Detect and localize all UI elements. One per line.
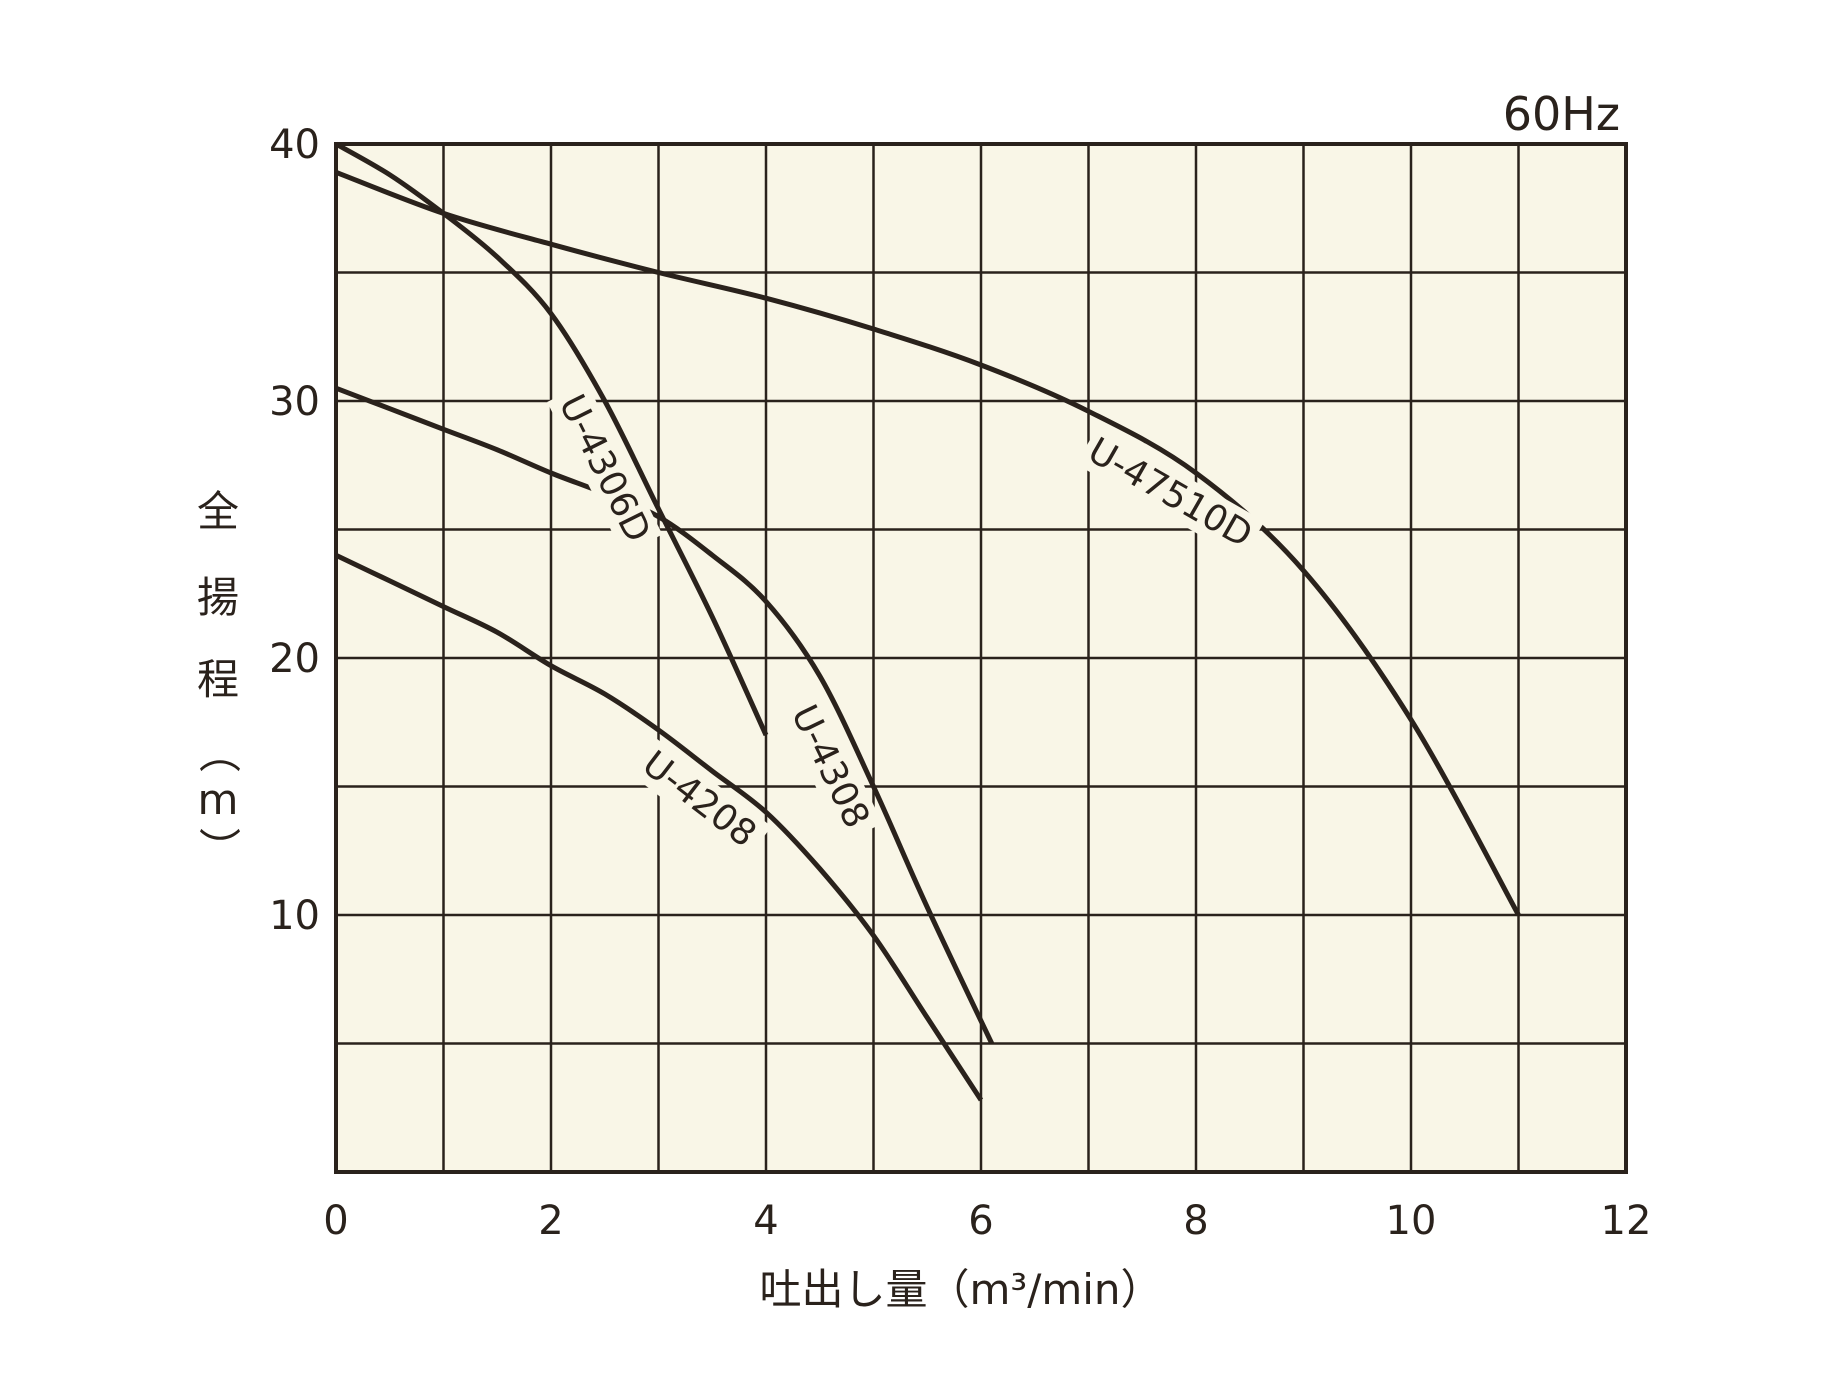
y-axis-title-char: 全 bbox=[197, 487, 239, 536]
x-tick-label: 2 bbox=[538, 1198, 563, 1244]
y-axis-title-char: m bbox=[198, 775, 239, 824]
curves bbox=[334, 141, 1521, 1102]
plot-frame bbox=[334, 142, 1628, 1174]
x-tick-label: 8 bbox=[1183, 1198, 1208, 1244]
x-tick-label: 4 bbox=[753, 1198, 778, 1244]
x-tick-label: 10 bbox=[1386, 1198, 1437, 1244]
y-tick-label: 40 bbox=[269, 122, 320, 168]
x-tick-label: 12 bbox=[1601, 1198, 1652, 1244]
y-axis-title-char: 程 bbox=[197, 655, 239, 704]
series-line-u-4306d bbox=[334, 141, 769, 737]
y-tick-label: 30 bbox=[269, 379, 320, 425]
y-tick-labels: 10 20 30 40 bbox=[269, 122, 320, 939]
series-label-backdrop bbox=[1076, 425, 1265, 560]
x-axis-title: 吐出し量（m³/min） bbox=[759, 1265, 1162, 1314]
series-label-backdrop bbox=[547, 382, 663, 555]
grid bbox=[336, 144, 1626, 1172]
series-line-u-4308 bbox=[335, 385, 995, 1045]
x-tick-label: 0 bbox=[323, 1198, 348, 1244]
series-line-u-47510d bbox=[335, 169, 1521, 917]
y-tick-label: 20 bbox=[269, 636, 320, 682]
y-axis-title: 全揚程 （m） bbox=[194, 487, 243, 869]
series-line-u-4208 bbox=[334, 552, 984, 1102]
y-axis-title-char: 揚 bbox=[197, 573, 239, 622]
series-label-backdrop bbox=[627, 736, 772, 862]
y-axis-title-char: ） bbox=[194, 827, 243, 869]
y-axis-title-char: （ bbox=[194, 731, 243, 773]
frequency-annotation: 60Hz bbox=[1503, 87, 1620, 141]
series-label-backdrop bbox=[778, 690, 883, 843]
x-tick-labels: 0 2 4 6 8 10 12 bbox=[323, 1198, 1651, 1244]
y-tick-label: 10 bbox=[269, 893, 320, 939]
x-tick-label: 6 bbox=[968, 1198, 993, 1244]
